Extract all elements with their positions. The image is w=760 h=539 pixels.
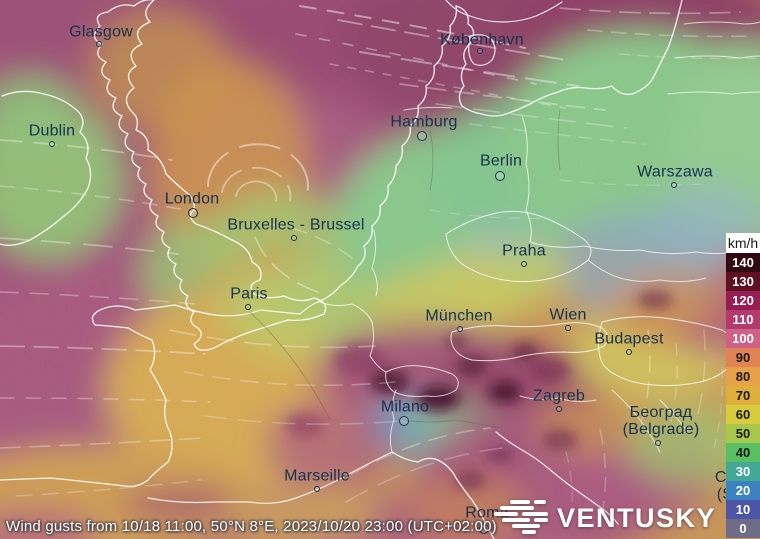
city-label-budapest[interactable]: Budapest — [594, 330, 664, 348]
legend-stop-50: 50 — [726, 424, 760, 443]
city-marker-glasgow — [96, 41, 102, 47]
city-marker-budapest — [626, 349, 632, 355]
legend-stop-80: 80 — [726, 367, 760, 386]
city-marker-roma — [479, 524, 489, 534]
legend-stop-10: 10 — [726, 500, 760, 519]
city-marker-hamburg — [417, 131, 427, 141]
ventusky-wind-icon — [493, 500, 548, 534]
legend-cells: 140 130 120 110 100 90 80 70 60 50 40 30 20 10 0 — [726, 253, 760, 538]
wind-speed-legend: km/h 140 130 120 110 100 90 80 70 60 50 40 30 20 10 0 — [726, 233, 760, 538]
city-marker-marseille — [314, 486, 320, 492]
city-label-paris[interactable]: Paris — [230, 285, 268, 303]
ventusky-logo[interactable]: VENTUSKY — [492, 500, 716, 536]
legend-stop-140: 140 — [726, 253, 760, 272]
city-label-milano[interactable]: Milano — [380, 398, 430, 416]
legend-stop-20: 20 — [726, 481, 760, 500]
region-borders — [249, 109, 561, 429]
city-label-kobenhavn[interactable]: København — [440, 31, 524, 49]
city-label-london[interactable]: London — [164, 190, 220, 208]
city-label-beograd[interactable]: Београд (Belgrade) — [622, 404, 700, 438]
city-marker-wien — [565, 325, 571, 331]
city-marker-london — [188, 208, 198, 218]
wind-streamlines — [0, 5, 760, 529]
city-label-dublin[interactable]: Dublin — [28, 122, 76, 140]
city-label-bruxelles-brussel[interactable]: Bruxelles - Brussel — [227, 216, 365, 234]
city-label-munchen[interactable]: München — [425, 307, 493, 325]
city-marker-kobenhavn — [477, 48, 483, 54]
city-label-warszawa[interactable]: Warszawa — [637, 163, 713, 181]
city-label-hamburg[interactable]: Hamburg — [390, 113, 458, 131]
map-status-caption: Wind gusts from 10/18 11:00, 50°N 8°E, 2… — [6, 518, 497, 535]
legend-stop-0: 0 — [726, 519, 760, 538]
city-label-wien[interactable]: Wien — [549, 306, 587, 324]
city-label-zagreb[interactable]: Zagreb — [533, 387, 585, 405]
legend-stop-30: 30 — [726, 462, 760, 481]
city-label-marseille[interactable]: Marseille — [284, 467, 350, 485]
city-marker-bruxelles-brussel — [291, 235, 297, 241]
city-label-glasgow[interactable]: Glasgow — [69, 23, 133, 41]
city-marker-berlin — [495, 171, 505, 181]
city-marker-paris — [245, 304, 251, 310]
legend-stop-130: 130 — [726, 272, 760, 291]
city-marker-beograd — [655, 440, 661, 446]
city-marker-zagreb — [556, 406, 562, 412]
legend-unit-label: km/h — [726, 233, 760, 253]
city-label-praha[interactable]: Praha — [502, 242, 546, 260]
legend-stop-120: 120 — [726, 291, 760, 310]
legend-stop-110: 110 — [726, 310, 760, 329]
city-marker-praha — [521, 261, 527, 267]
city-label-roma[interactable]: Roma — [465, 504, 509, 522]
city-marker-warszawa — [671, 182, 677, 188]
legend-stop-90: 90 — [726, 348, 760, 367]
city-marker-munchen — [457, 326, 463, 332]
legend-stop-40: 40 — [726, 443, 760, 462]
city-marker-dublin — [49, 141, 55, 147]
legend-stop-70: 70 — [726, 386, 760, 405]
city-marker-milano — [399, 416, 409, 426]
city-label-berlin[interactable]: Berlin — [479, 152, 523, 170]
legend-stop-100: 100 — [726, 329, 760, 348]
legend-stop-60: 60 — [726, 405, 760, 424]
ventusky-wordmark: VENTUSKY — [556, 502, 716, 533]
